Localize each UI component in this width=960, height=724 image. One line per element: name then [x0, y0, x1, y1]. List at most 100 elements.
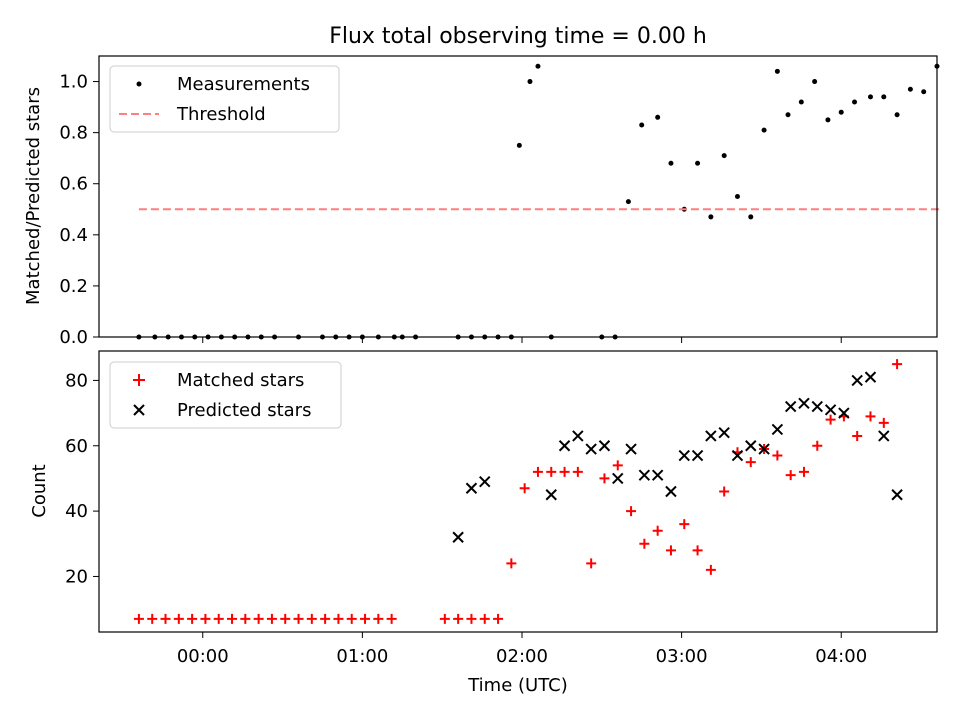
ratio-y-axis: 0.0 0.2 0.4 0.6 0.8 1.0 [59, 72, 99, 348]
count-x-tick-label: 03:00 [656, 646, 708, 667]
count-y-tick-label: 20 [65, 566, 88, 587]
measurement-point [907, 86, 913, 92]
predicted-star-point [891, 489, 903, 501]
ratio-x-axis [202, 337, 842, 343]
matched-star-point [665, 545, 676, 556]
measurement-point [774, 68, 780, 74]
matched-star-point [280, 613, 291, 624]
matched-star-point [798, 466, 809, 477]
predicted-star-point [798, 397, 810, 409]
matched-star-point [360, 613, 371, 624]
count-y-axis: 20 40 60 80 [65, 370, 99, 587]
matched-star-point [692, 545, 703, 556]
matched-star-point [852, 430, 863, 441]
count-legend: Matched stars Predicted stars [109, 361, 342, 429]
matched-star-point [586, 558, 597, 569]
count-x-axis-label: Time (UTC) [467, 675, 568, 696]
legend-matched-label: Matched stars [177, 370, 304, 391]
predicted-star-point [638, 469, 651, 481]
matched-star-point [532, 466, 543, 477]
predicted-star-point [838, 407, 850, 419]
measurement-point [867, 94, 873, 100]
matched-star-point [812, 440, 823, 451]
matched-star-point [572, 466, 583, 477]
matched-star-point [878, 417, 889, 428]
measurement-point [708, 214, 714, 220]
measurement-point [625, 199, 631, 205]
matched-star-point [626, 506, 637, 517]
measurement-point [535, 63, 541, 69]
predicted-star-point [784, 400, 797, 413]
count-x-axis: 00:00 01:00 02:00 03:00 04:00 [177, 632, 867, 667]
matched-star-point [266, 613, 277, 624]
predicted-star-point [545, 489, 557, 501]
measurement-point [639, 122, 645, 128]
predicted-star-point [572, 430, 584, 442]
count-y-axis-label: Count [29, 464, 50, 517]
ratio-y-axis-label: Matched/Predicted stars [23, 87, 44, 305]
matched-star-point [160, 613, 171, 624]
ratio-y-tick-label: 0.8 [59, 123, 88, 144]
chart-title: Flux total observing time = 0.00 h [329, 24, 707, 49]
matched-star-point [479, 613, 490, 624]
predicted-star-point [691, 449, 704, 462]
matched-star-point [546, 466, 557, 477]
measurement-point [921, 89, 927, 95]
predicted-star-point [479, 475, 491, 488]
legend-matched-marker [133, 374, 145, 386]
measurement-point [668, 160, 674, 166]
ratio-panel: 0.0 0.2 0.4 0.6 0.8 1.0 Matched/Predicted sta… [23, 55, 943, 348]
measurement-point [721, 153, 727, 159]
measurement-point [894, 112, 900, 118]
matched-star-point [466, 613, 477, 624]
count-x-tick-label: 02:00 [496, 646, 548, 667]
measurement-point [527, 79, 533, 85]
matched-star-point [320, 613, 331, 624]
ratio-plot-frame [98, 55, 938, 338]
ratio-y-tick-label: 0.2 [59, 276, 88, 297]
matched-star-point [253, 613, 264, 624]
legend-measurements-marker [136, 81, 142, 87]
predicted-star-point [851, 374, 863, 387]
predicted-star-point [585, 443, 597, 455]
matched-star-point [133, 613, 144, 624]
matched-star-point [745, 457, 756, 468]
count-x-tick-label: 01:00 [336, 646, 388, 667]
legend-threshold-label: Threshold [176, 104, 266, 125]
matched-star-point [200, 613, 211, 624]
ratio-y-tick-label: 0.4 [59, 225, 88, 246]
count-y-tick-label: 60 [65, 436, 88, 457]
predicted-star-point [625, 443, 637, 455]
matched-star-point [559, 466, 570, 477]
measurement-point [655, 114, 661, 120]
ratio-marks [136, 63, 943, 340]
count-legend-box [109, 361, 342, 429]
predicted-star-point [678, 449, 690, 462]
matched-star-point [612, 460, 623, 471]
measurement-point [881, 94, 887, 100]
predicted-star-point [878, 430, 890, 442]
predicted-star-point [665, 485, 677, 498]
count-panel: 20 40 60 80 00:00 01:00 02:00 03:00 04:00 Count… [29, 350, 938, 696]
ratio-legend-box [109, 65, 340, 133]
ratio-legend: Measurements Threshold [109, 65, 340, 133]
matched-star-point [719, 486, 730, 497]
predicted-star-point [651, 469, 664, 481]
matched-star-point [147, 613, 158, 624]
matched-star-point [519, 483, 530, 494]
measurement-point [748, 214, 754, 220]
matched-star-point [213, 613, 224, 624]
matched-star-point [639, 538, 650, 549]
measurement-point [825, 117, 831, 123]
legend-measurements-label: Measurements [177, 74, 310, 95]
matched-star-point [652, 525, 663, 536]
predicted-star-point [465, 482, 478, 494]
legend-predicted-marker [133, 404, 145, 416]
matched-star-point [599, 473, 610, 484]
predicted-star-point [824, 404, 837, 416]
count-x-tick-label: 04:00 [815, 646, 867, 667]
measurement-point [798, 99, 804, 105]
predicted-star-point [718, 426, 730, 439]
